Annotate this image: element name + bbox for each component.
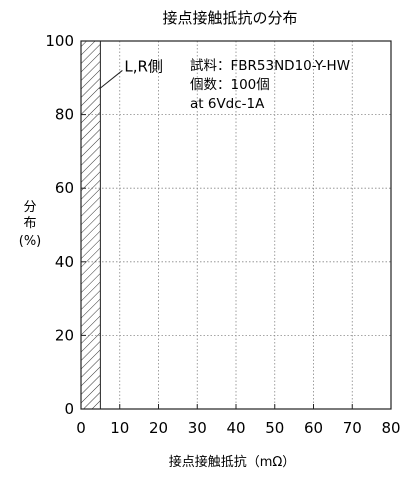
x-axis: 0 10 20 30 40 50 60 70 80 (76, 404, 401, 437)
bar-label: L,R側 (124, 57, 163, 75)
x-tick-label: 40 (226, 419, 245, 437)
y-tick-label: 20 (55, 326, 74, 344)
x-tick-label: 60 (304, 419, 323, 437)
y-tick-label: 80 (55, 106, 74, 124)
x-tick-label: 20 (149, 419, 168, 437)
y-axis-label-line-1: 分 (23, 200, 36, 215)
bar-label-leader (99, 70, 123, 90)
bar (80, 40, 101, 410)
annotation-condition: at 6Vdc-1A (190, 96, 265, 112)
x-tick-label: 10 (110, 419, 129, 437)
chart-title: 接点接触抵抗の分布 (162, 9, 297, 27)
x-tick-label: 30 (188, 419, 207, 437)
y-tick-label: 100 (45, 32, 74, 50)
y-axis-label-line-2: 布 (23, 216, 36, 231)
annotation-count: 個数：100個 (190, 77, 270, 93)
x-tick-label: 50 (265, 419, 284, 437)
bars (80, 40, 101, 410)
y-tick-label: 60 (55, 179, 74, 197)
y-axis: 0 20 40 60 80 100 (45, 32, 86, 418)
annotation-sample: 試料：FBR53ND10-Y-HW (190, 58, 350, 74)
y-axis-label: 分 布 (%) (19, 200, 42, 249)
x-axis-label: 接点接触抵抗（mΩ） (169, 454, 296, 470)
y-tick-label: 40 (55, 253, 74, 271)
x-tick-label: 0 (76, 419, 86, 437)
x-tick-label: 70 (343, 419, 362, 437)
grid (81, 41, 391, 409)
y-tick-label: 0 (64, 400, 74, 418)
x-tick-label: 80 (381, 419, 400, 437)
y-axis-label-line-3: (%) (19, 234, 42, 249)
sample-annotation: 試料：FBR53ND10-Y-HW 個数：100個 at 6Vdc-1A (190, 58, 350, 112)
